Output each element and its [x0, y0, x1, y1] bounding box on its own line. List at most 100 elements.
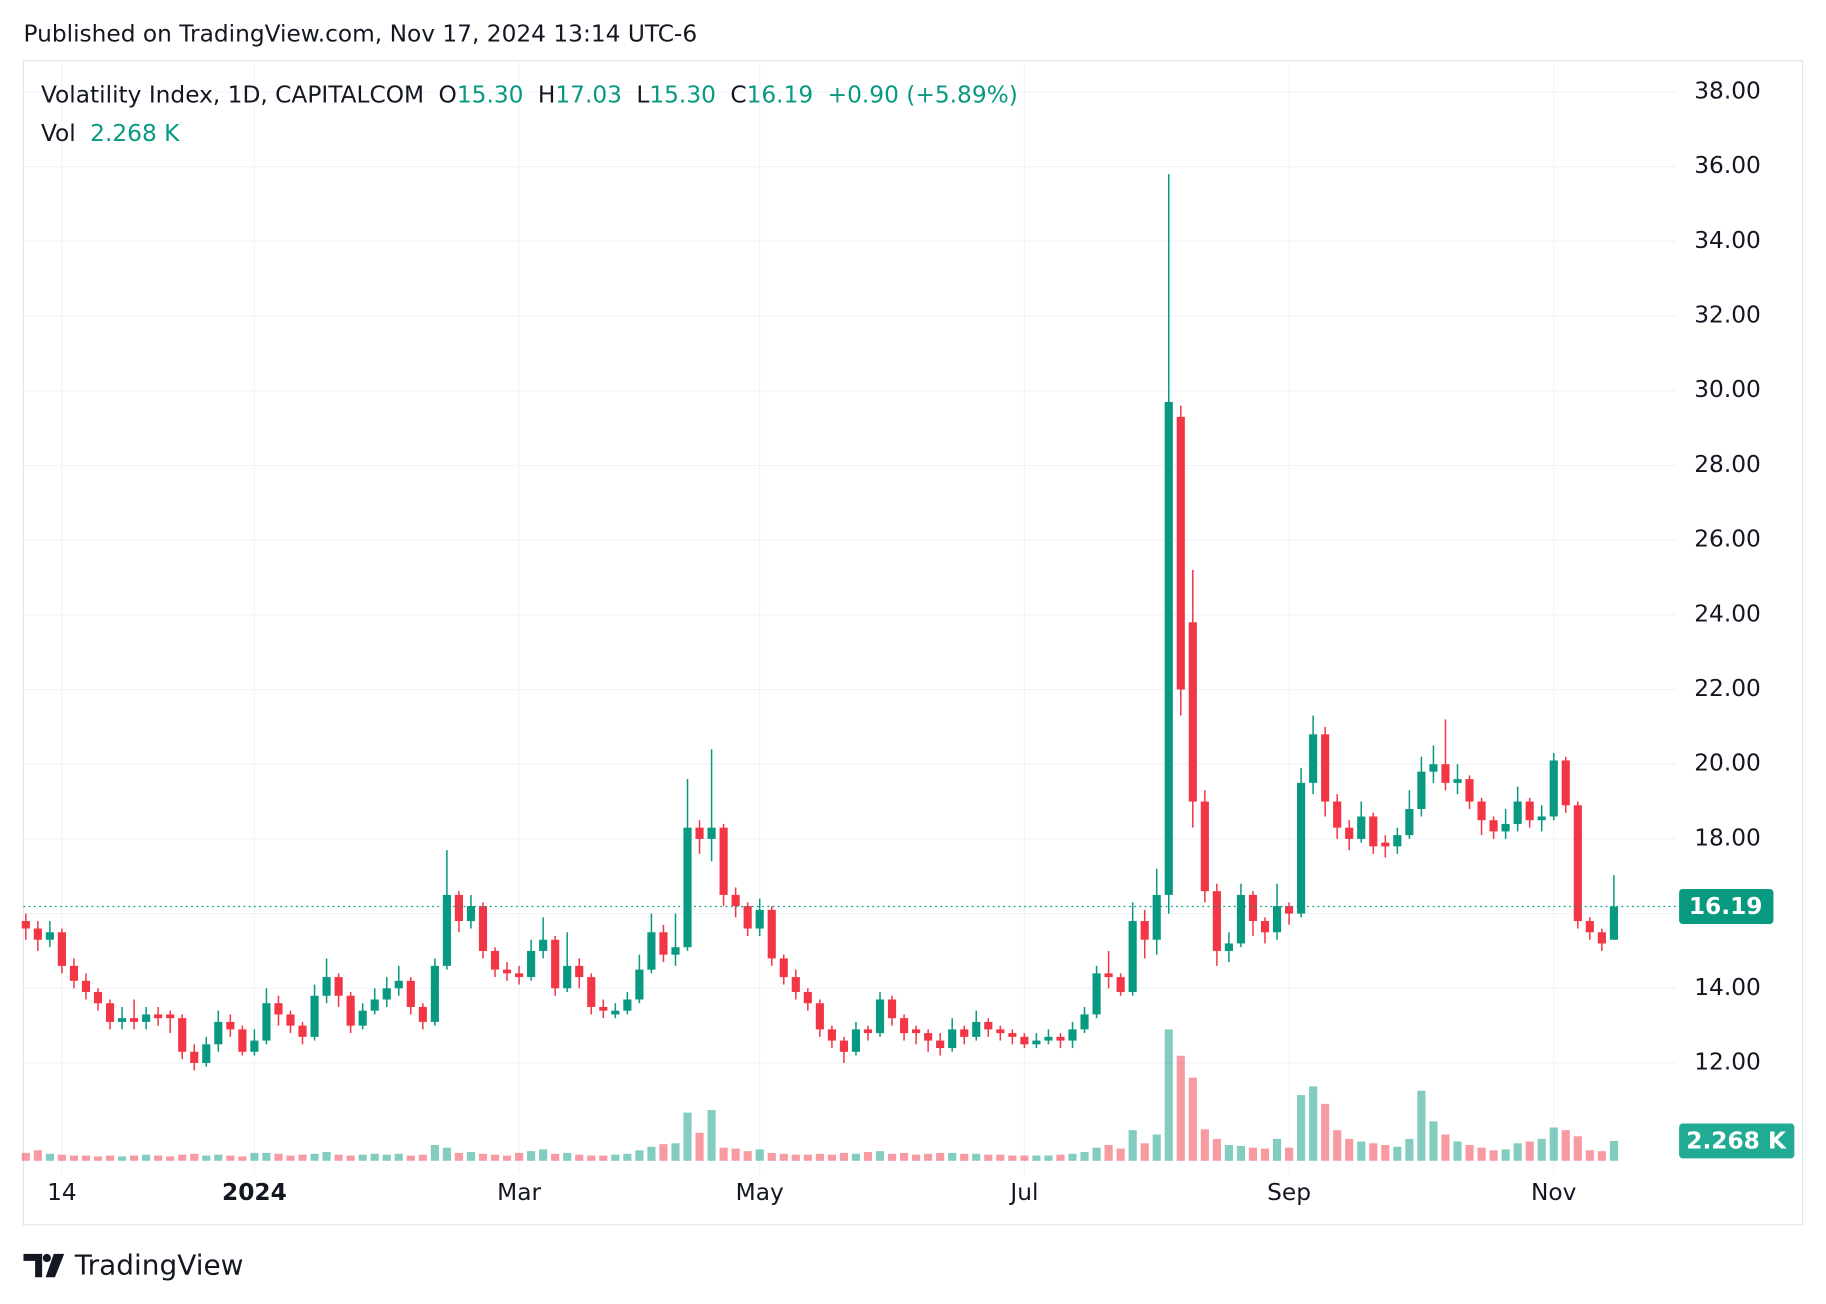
candle-body — [1333, 801, 1342, 828]
volume-bar — [1020, 1155, 1029, 1161]
candle-body — [1597, 932, 1606, 944]
candle-body — [130, 1018, 139, 1022]
candle-body — [1465, 779, 1474, 802]
volume-bar — [1284, 1147, 1294, 1161]
volume-bar — [599, 1155, 608, 1161]
candle-body — [466, 906, 476, 922]
candle-body — [515, 973, 524, 978]
volume-bar — [250, 1152, 259, 1161]
volume-bar — [478, 1153, 488, 1161]
volume-bar — [190, 1153, 199, 1161]
y-tick-label: 24.00 — [1694, 600, 1761, 627]
legend-value: 15.30 — [649, 81, 716, 108]
volume-bar — [45, 1153, 54, 1161]
y-tick-label: 34.00 — [1694, 227, 1761, 254]
volume-bar — [454, 1152, 464, 1161]
volume-bar — [1357, 1141, 1366, 1161]
candle-body — [851, 1029, 861, 1052]
volume-bar — [202, 1155, 211, 1161]
volume-bar — [1345, 1138, 1354, 1161]
volume-bar — [1044, 1155, 1053, 1161]
volume-bar — [659, 1144, 668, 1161]
candle-body — [1513, 801, 1522, 824]
volume-bar — [1092, 1147, 1101, 1161]
candle-body — [406, 980, 415, 1007]
grid — [23, 60, 1677, 1174]
volume-bar — [1056, 1154, 1065, 1161]
candle-body — [1092, 973, 1101, 1015]
x-tick-label: 2024 — [222, 1179, 287, 1206]
y-tick-label: 12.00 — [1694, 1048, 1761, 1075]
candle-body — [599, 1006, 608, 1011]
volume-bar — [551, 1153, 560, 1161]
candle-body — [1345, 827, 1354, 839]
candle-body — [936, 1040, 945, 1049]
volume-bar — [1381, 1145, 1390, 1161]
candle-body — [274, 1003, 283, 1015]
candle-body — [1585, 921, 1594, 933]
volume-bar — [1405, 1138, 1414, 1161]
candle-body — [1272, 906, 1282, 933]
volume-bar — [166, 1156, 175, 1161]
y-tick-label: 32.00 — [1694, 302, 1761, 329]
candle-body — [310, 995, 319, 1037]
candle-body — [394, 980, 403, 989]
volume-bar — [779, 1153, 788, 1161]
x-tick-label: Nov — [1531, 1179, 1577, 1206]
candle-body — [142, 1014, 151, 1022]
volume-bar — [899, 1152, 909, 1161]
volume-bar — [262, 1152, 271, 1161]
volume-bar — [466, 1152, 476, 1161]
candle-body — [93, 992, 103, 1004]
legend-value: 17.03 — [555, 81, 622, 108]
volume-bar — [21, 1152, 30, 1161]
volume-bar — [1309, 1086, 1318, 1161]
volume-legend: Vol 2.268 K — [41, 119, 180, 146]
volume-bar — [1188, 1077, 1197, 1161]
candle-body — [1188, 622, 1197, 802]
candle-body — [1573, 805, 1582, 922]
volume-bar — [346, 1155, 355, 1161]
volume-bar — [563, 1152, 572, 1161]
y-tick-label: 14.00 — [1694, 974, 1761, 1001]
candle-body — [1152, 894, 1161, 940]
candle-body — [539, 939, 548, 951]
x-tick-label: May — [736, 1179, 784, 1206]
y-tick-label: 18.00 — [1694, 824, 1761, 851]
candle-body — [250, 1040, 259, 1052]
candle-body — [69, 965, 79, 981]
volume-bar — [1393, 1146, 1402, 1161]
volume-bar — [142, 1154, 151, 1161]
candle-body — [719, 827, 728, 895]
volume-bar — [358, 1154, 367, 1161]
volume-bar — [635, 1150, 644, 1161]
volume-bar — [875, 1151, 885, 1161]
volume-bar — [815, 1153, 824, 1161]
candle-body — [166, 1014, 175, 1019]
volume-bar — [1080, 1152, 1089, 1161]
volume-bar — [671, 1143, 680, 1161]
y-tick-label: 22.00 — [1694, 675, 1761, 702]
volume-bar — [863, 1152, 873, 1161]
volume-bar — [1525, 1141, 1534, 1161]
volume-bar — [851, 1153, 861, 1161]
volume-bar — [1537, 1138, 1546, 1161]
volume-bar — [1477, 1147, 1486, 1161]
candle-body — [490, 950, 500, 970]
candle-body — [839, 1040, 848, 1052]
candle-body — [611, 1010, 620, 1015]
volume-bar — [105, 1155, 115, 1161]
candle-body — [1008, 1033, 1017, 1037]
candle-body — [1609, 906, 1618, 940]
candle-body — [117, 1018, 127, 1022]
volume-tag-label: 2.268 K — [1686, 1128, 1787, 1155]
candle-body — [21, 921, 30, 929]
candle-body — [382, 988, 391, 1000]
candle-body — [262, 1003, 271, 1041]
candle-body — [430, 965, 439, 1022]
candle-body — [1164, 401, 1173, 895]
volume-bar — [1032, 1155, 1041, 1161]
candle-body — [178, 1018, 187, 1052]
volume-bar — [527, 1151, 536, 1161]
